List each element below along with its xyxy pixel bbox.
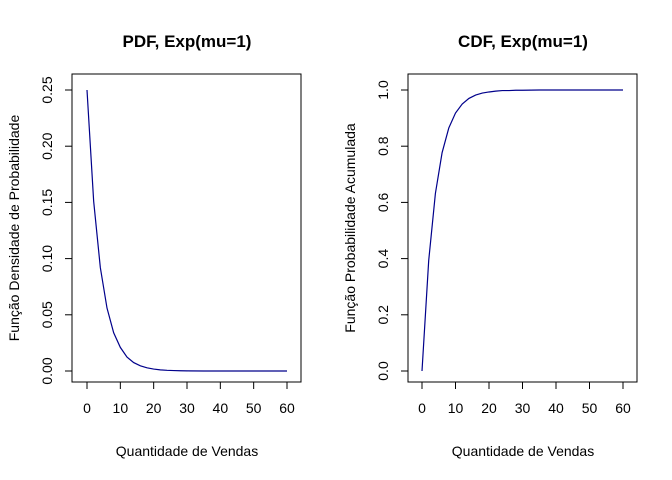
- pdf-y-tick-label: 0.15: [39, 189, 55, 216]
- pdf-y-tick-label: 0.00: [39, 357, 55, 384]
- pdf-plot-frame: [71, 73, 302, 383]
- cdf-marks: 0 10 20 30 40 50 60 0.0 0.2 0.4 0.6 0.8 1.0: [375, 80, 631, 416]
- pdf-panel: PDF, Exp(mu=1) Quantidade de Vendas Funç…: [6, 32, 302, 459]
- cdf-series-line: [421, 89, 623, 372]
- pdf-x-tick-label: 10: [113, 400, 129, 416]
- pdf-y-tick-label: 0.20: [39, 132, 55, 159]
- cdf-y-tick-label: 0.6: [375, 192, 391, 212]
- pdf-x-tick-label: 40: [213, 400, 229, 416]
- pdf-x-tick-label: 50: [246, 400, 262, 416]
- pdf-x-tick-label: 0: [83, 400, 91, 416]
- cdf-x-tick-label: 40: [548, 400, 564, 416]
- cdf-y-axis-label: Função Probabilidade Acumulada: [342, 123, 358, 333]
- pdf-title: PDF, Exp(mu=1): [123, 32, 252, 51]
- cdf-x-tick-label: 10: [448, 400, 464, 416]
- cdf-x-tick-label: 50: [582, 400, 598, 416]
- pdf-marks: 0 10 20 30 40 50 60 0.00 0.05 0.10 0.15 0.20 0.25: [39, 76, 295, 416]
- pdf-y-tick-label: 0.05: [39, 301, 55, 328]
- pdf-y-tick-label: 0.10: [39, 245, 55, 272]
- cdf-y-tick-label: 0.2: [375, 305, 391, 325]
- pdf-x-tick-label: 20: [146, 400, 162, 416]
- pdf-x-axis-label: Quantidade de Vendas: [116, 443, 258, 459]
- cdf-y-tick-label: 0.8: [375, 136, 391, 156]
- cdf-y-tick-label: 1.0: [375, 80, 391, 100]
- cdf-x-tick-label: 60: [615, 400, 631, 416]
- pdf-y-axis-label: Função Densidade de Probabilidade: [6, 115, 22, 342]
- cdf-x-tick-label: 0: [418, 400, 426, 416]
- cdf-title: CDF, Exp(mu=1): [458, 32, 588, 51]
- pdf-x-tick-label: 30: [179, 400, 195, 416]
- cdf-y-tick-label: 0.4: [375, 249, 391, 269]
- cdf-plot-frame: [407, 73, 638, 383]
- cdf-x-tick-label: 30: [515, 400, 531, 416]
- cdf-x-tick-label: 20: [481, 400, 497, 416]
- pdf-series-line: [86, 89, 287, 372]
- cdf-panel: CDF, Exp(mu=1) Quantidade de Vendas Funç…: [342, 32, 638, 459]
- pdf-y-tick-label: 0.25: [39, 76, 55, 103]
- pdf-x-tick-label: 60: [279, 400, 295, 416]
- cdf-y-tick-label: 0.0: [375, 361, 391, 381]
- cdf-x-axis-label: Quantidade de Vendas: [452, 443, 594, 459]
